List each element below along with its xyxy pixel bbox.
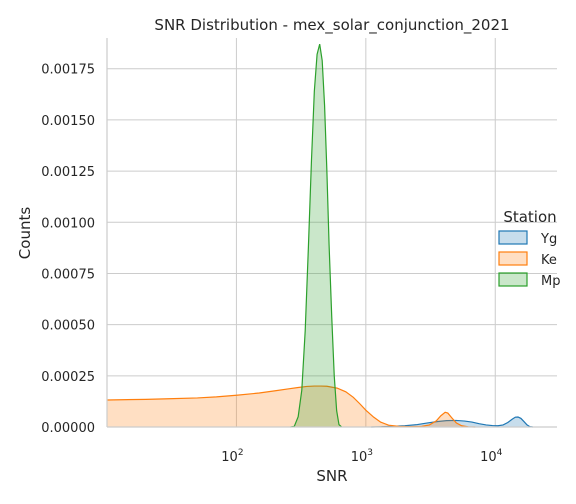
- x-tick-label: 103: [351, 448, 373, 465]
- density-areas: [106, 43, 533, 428]
- x-tick-exponent: 2: [238, 448, 244, 458]
- x-tick-exponent: 4: [497, 448, 503, 458]
- line-ke: [106, 385, 476, 428]
- legend-label-ke: Ke: [541, 253, 557, 268]
- legend: Station Yg Ke Mp: [498, 208, 560, 289]
- line-yg: [371, 416, 533, 428]
- legend-title: Station: [503, 208, 556, 226]
- line-mp: [290, 43, 343, 428]
- grid-lines: [107, 38, 557, 428]
- x-tick-labels: 102 103 104: [221, 448, 502, 465]
- y-tick-label: 0.00125: [41, 165, 95, 180]
- x-tick-exponent: 3: [367, 448, 373, 458]
- y-tick-label: 0.00150: [41, 114, 95, 129]
- x-tick-label: 102: [221, 448, 243, 465]
- legend-swatch-ke: [498, 251, 528, 266]
- area-mp: [290, 44, 342, 427]
- x-axis-label: SNR: [316, 467, 347, 485]
- x-tick-label: 104: [480, 448, 503, 465]
- y-tick-labels: 0.00000 0.00025 0.00050 0.00075 0.00100 0.001…: [41, 63, 95, 436]
- axes: [106, 38, 557, 428]
- legend-swatch-yg: [498, 230, 528, 245]
- y-tick-label: 0.00025: [41, 370, 95, 385]
- y-tick-label: 0.00100: [41, 216, 95, 231]
- y-tick-label: 0.00175: [41, 63, 95, 78]
- chart-title: SNR Distribution - mex_solar_conjunction…: [154, 16, 509, 35]
- y-tick-label: 0.00075: [41, 267, 95, 282]
- y-axis-label: Counts: [16, 207, 34, 260]
- legend-label-yg: Yg: [540, 232, 557, 247]
- y-tick-label: 0.00000: [41, 421, 95, 436]
- legend-swatch-mp: [498, 272, 528, 287]
- legend-label-mp: Mp: [541, 274, 560, 289]
- area-ke: [107, 386, 476, 427]
- area-yg: [371, 416, 533, 427]
- y-tick-label: 0.00050: [41, 319, 95, 334]
